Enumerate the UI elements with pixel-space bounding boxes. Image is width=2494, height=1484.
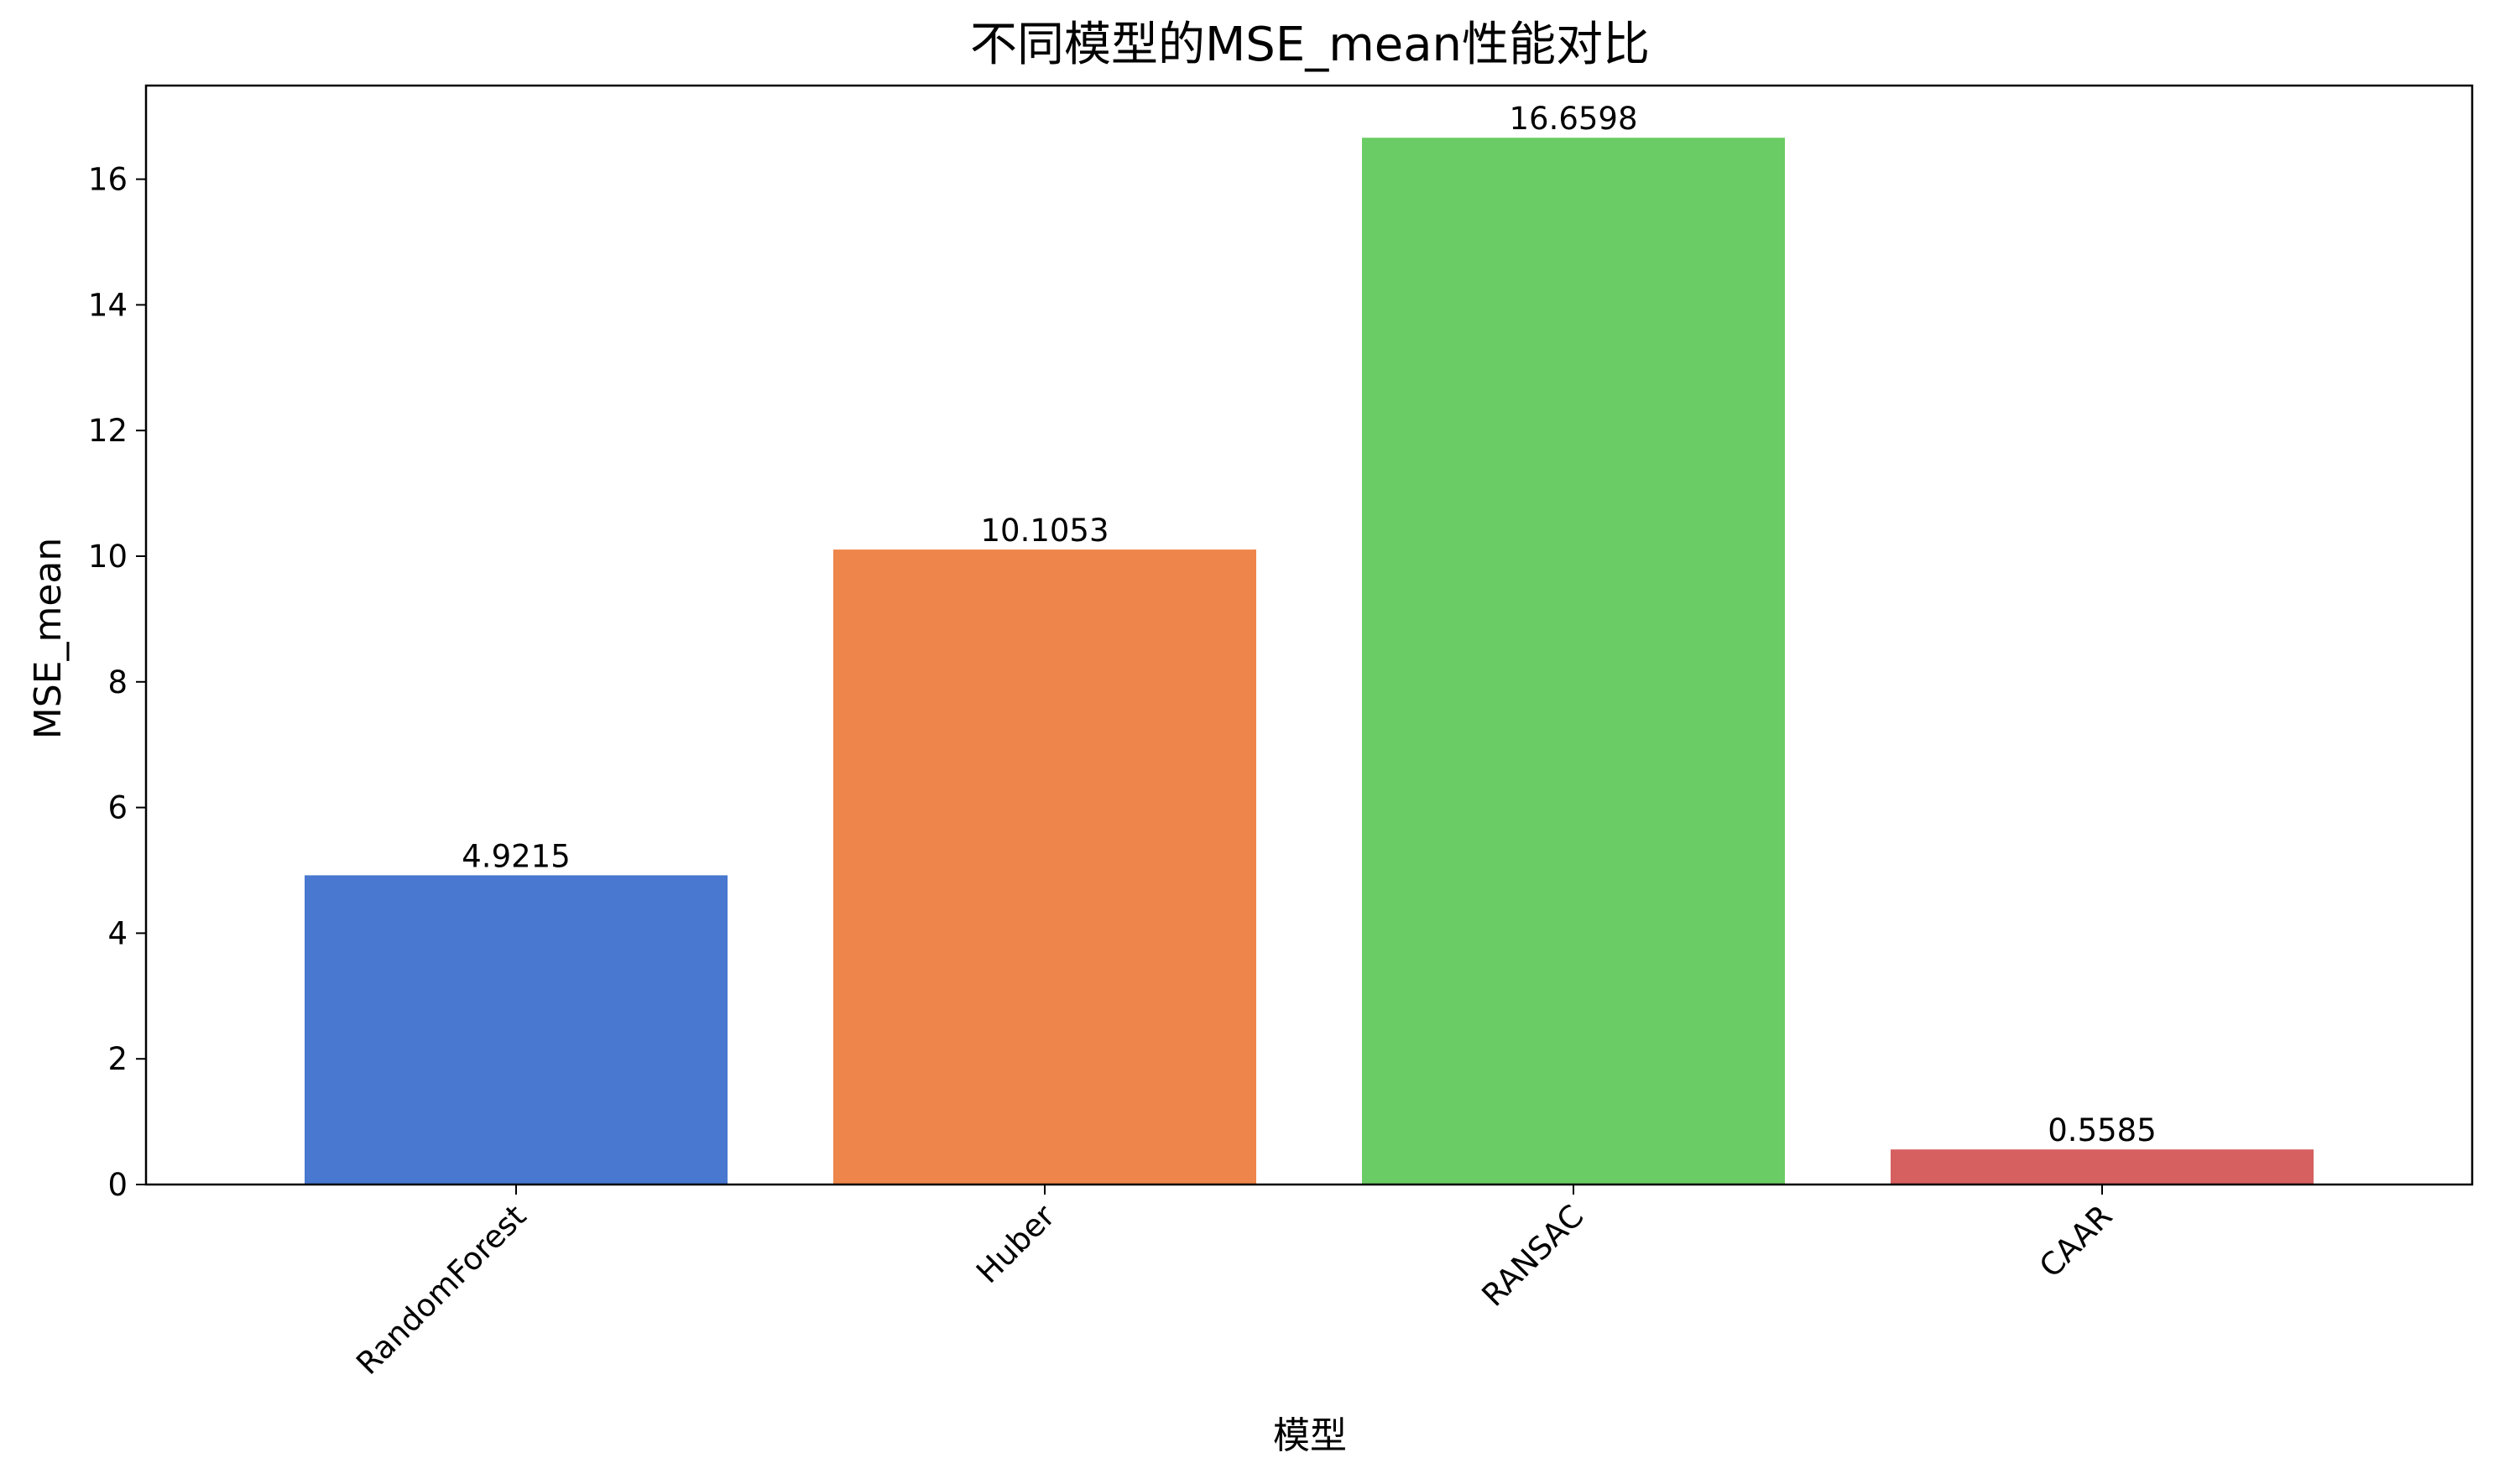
y-tick-label-10: 10 (88, 539, 128, 575)
x-tick-label-huber: Huber (969, 1197, 1062, 1290)
x-tick-label-ransac: RANSAC (1475, 1198, 1591, 1314)
data-label-randomforest: 4.9215 (462, 838, 570, 874)
y-axis-label: MSE_mean (27, 538, 70, 739)
y-tick-label-16: 16 (88, 162, 128, 198)
y-tick-label-12: 12 (88, 413, 128, 449)
bar-randomforest (305, 875, 728, 1185)
data-label-ransac: 16.6598 (1509, 101, 1637, 137)
bar-ransac (1362, 138, 1785, 1185)
y-tick-label-0: 0 (107, 1167, 128, 1203)
data-label-huber: 10.1053 (980, 513, 1109, 549)
y-tick-label-14: 14 (88, 287, 128, 323)
y-tick-label-6: 6 (107, 790, 128, 826)
y-tick-label-4: 4 (107, 915, 128, 951)
y-tick-label-8: 8 (107, 664, 128, 700)
x-axis-label: 模型 (1273, 1414, 1347, 1457)
y-tick-label-2: 2 (107, 1041, 128, 1077)
x-tick-label-caar: CAAR (2032, 1198, 2119, 1284)
chart-title: 不同模型的MSE_mean性能对比 (970, 18, 1650, 72)
bar-caar (1891, 1149, 2314, 1185)
data-label-caar: 0.5585 (2048, 1112, 2156, 1148)
x-tick-label-randomforest: RandomForest (349, 1198, 533, 1382)
plot-frame (144, 84, 2474, 1186)
bar-huber (833, 549, 1256, 1185)
plot-area: 4.9215 RandomForest 10.1053 Huber 16.6598 RAN… (88, 84, 2474, 1382)
